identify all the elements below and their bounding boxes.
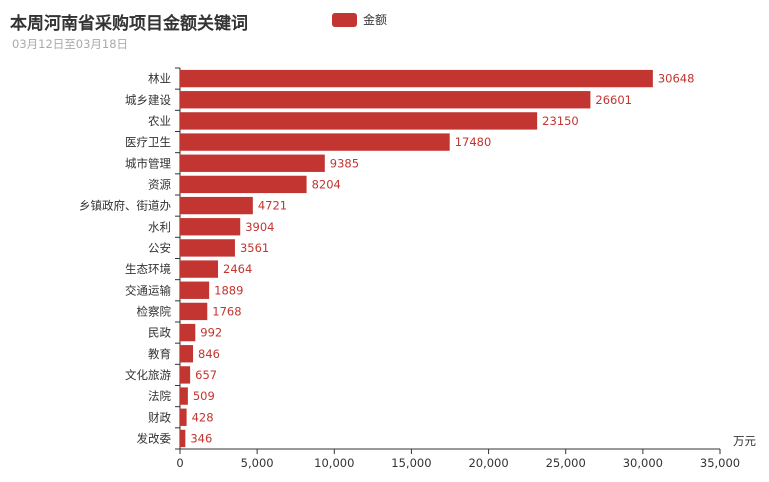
plot-area: 0 5,000 10,000 15,000 20,000 25,000 30,000 35,0… — [79, 67, 756, 470]
bar — [180, 239, 235, 257]
bar — [180, 175, 307, 194]
bar — [180, 112, 538, 130]
x-tick-label: 15,000 — [391, 456, 431, 470]
chart-subtitle: 03月12日至03月18日 — [12, 37, 129, 51]
x-tick-label: 30,000 — [623, 456, 663, 470]
category-label: 教育 — [148, 347, 171, 361]
data-label: 26601 — [595, 93, 632, 107]
data-label: 846 — [198, 347, 220, 361]
data-label: 3904 — [245, 220, 274, 234]
data-label: 346 — [190, 431, 212, 445]
category-label: 城市管理 — [125, 156, 171, 170]
data-label: 2464 — [223, 262, 252, 276]
bar — [180, 91, 591, 109]
x-tick-label: 0 — [176, 456, 183, 470]
category-label: 发改委 — [137, 431, 172, 445]
bar — [180, 302, 208, 321]
data-label: 9385 — [330, 156, 359, 170]
data-label: 4721 — [258, 199, 287, 213]
category-label: 财政 — [148, 410, 171, 424]
bar — [180, 196, 253, 215]
data-label: 23150 — [542, 114, 579, 128]
x-tick-label: 35,000 — [700, 456, 740, 470]
bar — [180, 387, 188, 405]
data-label: 657 — [195, 368, 217, 382]
legend-swatch[interactable] — [332, 12, 357, 27]
data-label: 17480 — [455, 135, 492, 149]
data-label: 8204 — [312, 177, 341, 191]
category-label: 资源 — [148, 177, 171, 191]
data-label: 30648 — [658, 72, 695, 86]
legend-label[interactable]: 金额 — [363, 13, 388, 27]
category-label: 水利 — [148, 220, 171, 234]
category-label: 公安 — [148, 241, 171, 255]
category-label: 乡镇政府、街道办 — [79, 199, 171, 213]
category-label: 农业 — [148, 114, 171, 128]
bar — [180, 154, 325, 172]
bar — [180, 323, 196, 342]
bar — [180, 366, 191, 384]
bar — [180, 218, 241, 236]
x-tick-label: 25,000 — [546, 456, 586, 470]
data-label: 3561 — [240, 241, 269, 255]
x-tick-label: 20,000 — [468, 456, 508, 470]
data-label: 1889 — [214, 283, 243, 297]
category-label: 林业 — [148, 72, 171, 86]
bar — [180, 133, 450, 151]
bar — [180, 408, 187, 426]
bar — [180, 69, 653, 88]
bar — [180, 429, 186, 448]
category-label: 文化旅游 — [125, 368, 171, 382]
bar — [180, 260, 219, 278]
x-axis-unit-label: 万元 — [733, 434, 756, 448]
data-label: 428 — [192, 410, 214, 424]
x-tick-label: 5,000 — [241, 456, 274, 470]
category-label: 检察院 — [137, 304, 172, 318]
legend[interactable]: 金额 — [332, 11, 387, 28]
category-label: 交通运输 — [125, 283, 171, 297]
bar — [180, 345, 194, 363]
bar — [180, 281, 210, 299]
category-label: 生态环境 — [125, 262, 171, 276]
data-label: 509 — [193, 389, 215, 403]
category-label: 法院 — [148, 389, 171, 403]
category-label: 民政 — [148, 326, 171, 340]
chart-title: 本周河南省采购项目金额关键词 — [10, 14, 248, 34]
data-label: 1768 — [212, 304, 241, 318]
x-tick-label: 10,000 — [314, 456, 354, 470]
category-label: 医疗卫生 — [125, 135, 171, 149]
data-label: 992 — [200, 326, 222, 340]
category-label: 城乡建设 — [125, 93, 171, 107]
